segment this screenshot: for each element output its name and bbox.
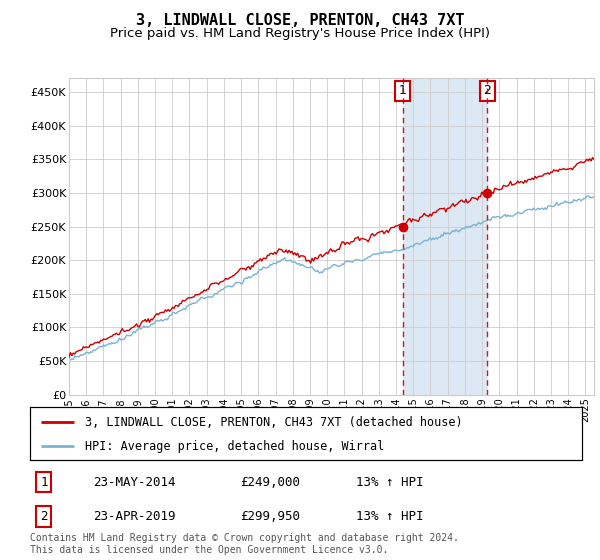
Text: Price paid vs. HM Land Registry's House Price Index (HPI): Price paid vs. HM Land Registry's House …	[110, 27, 490, 40]
Bar	[403, 78, 487, 395]
Text: 2: 2	[484, 84, 491, 97]
Text: 1: 1	[40, 475, 47, 489]
Text: 13% ↑ HPI: 13% ↑ HPI	[356, 510, 423, 523]
Text: 13% ↑ HPI: 13% ↑ HPI	[356, 475, 423, 489]
Text: Contains HM Land Registry data © Crown copyright and database right 2024.
This d: Contains HM Land Registry data © Crown c…	[30, 533, 459, 555]
Text: 23-APR-2019: 23-APR-2019	[94, 510, 176, 523]
Text: 23-MAY-2014: 23-MAY-2014	[94, 475, 176, 489]
Text: 3, LINDWALL CLOSE, PRENTON, CH43 7XT (detached house): 3, LINDWALL CLOSE, PRENTON, CH43 7XT (de…	[85, 416, 463, 428]
Text: 2: 2	[40, 510, 47, 523]
Text: £249,000: £249,000	[240, 475, 300, 489]
Text: £299,950: £299,950	[240, 510, 300, 523]
Text: 3, LINDWALL CLOSE, PRENTON, CH43 7XT: 3, LINDWALL CLOSE, PRENTON, CH43 7XT	[136, 13, 464, 29]
Text: HPI: Average price, detached house, Wirral: HPI: Average price, detached house, Wirr…	[85, 440, 385, 453]
Text: 1: 1	[399, 84, 407, 97]
